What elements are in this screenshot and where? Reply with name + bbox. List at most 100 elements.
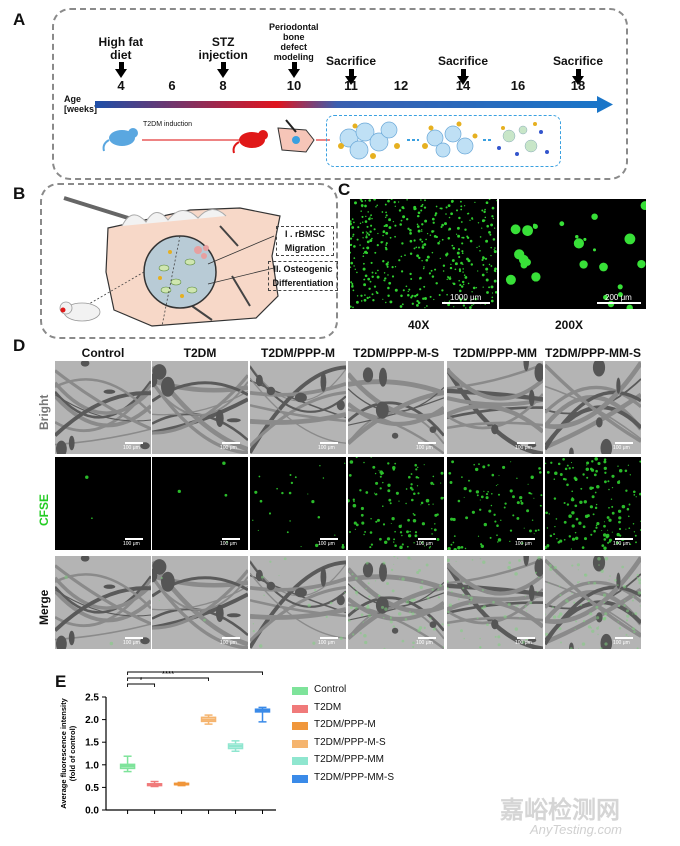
watermark-cn: 嘉峪检测网: [500, 796, 620, 824]
induction-illustration: [102, 119, 330, 154]
scale-bar: [615, 637, 633, 639]
histology-image: 100 μm: [152, 361, 248, 454]
scale-text: 100 μm: [613, 541, 630, 547]
legend-swatch: [292, 739, 308, 748]
significance-bracket: [127, 683, 156, 687]
y-tick-label: 2.5: [85, 693, 99, 704]
timeline-event-label: High fat diet: [98, 35, 144, 62]
white-rat-icon: [59, 301, 101, 322]
row-label: Merge: [37, 589, 51, 625]
histology-image: 100 μm: [55, 457, 151, 550]
histology-image: 100 μm: [152, 457, 248, 550]
step1-box: I . rBMSC Migration: [276, 226, 334, 256]
histology-image: 100 μm: [250, 556, 346, 649]
scale-text-200x: 200 μm: [605, 293, 632, 302]
scale-bar: [517, 442, 535, 444]
scale-text: 100 μm: [318, 445, 335, 451]
scale-bar: [320, 637, 338, 639]
microsphere-inset: [326, 115, 561, 167]
down-arrow-head-icon: [572, 76, 584, 85]
scale-text: 100 μm: [515, 445, 532, 451]
panel-label-e: E: [55, 672, 67, 691]
weeks-text: [weeks]: [64, 104, 98, 114]
red-mouse-icon: [232, 130, 268, 154]
histology-image: 100 μm: [55, 556, 151, 649]
blue-mouse-icon: [102, 128, 138, 152]
timeline-week-18: 18: [570, 78, 586, 93]
scale-text: 100 μm: [318, 640, 335, 646]
step2b-label: Differentiation: [272, 278, 334, 288]
down-arrow-head-icon: [457, 76, 469, 85]
scale-bar: [517, 637, 535, 639]
fluorescence-image-40x: 1000 μm: [350, 199, 497, 309]
down-arrow-icon: [118, 62, 124, 69]
y-axis-label: (fold of control): [68, 725, 77, 781]
timeline-week-8: 8: [219, 78, 227, 93]
down-arrow-icon: [348, 69, 354, 76]
scale-text: 100 μm: [318, 541, 335, 547]
y-tick-label: 2.0: [85, 715, 99, 726]
row-label: CFSE: [37, 493, 51, 526]
age-label: Age [weeks]: [64, 94, 97, 114]
down-arrow-head-icon: [115, 69, 127, 78]
step2-label: II. Osteogenic: [273, 264, 333, 274]
microsphere-release-icon: [338, 121, 549, 160]
y-tick-label: 0.5: [85, 783, 99, 794]
panel-label-b: B: [13, 184, 26, 203]
significance-label: ****: [162, 670, 174, 679]
timeline-week-14: 14: [455, 78, 471, 93]
histology-image: 100 μm: [447, 457, 543, 550]
scale-bar: [615, 442, 633, 444]
histology-image: 100 μm: [348, 361, 444, 454]
scale-bar: [517, 538, 535, 540]
y-axis-label: Average fluorescence intensity: [59, 697, 68, 808]
scale-bar: [222, 637, 240, 639]
timeline-event-label: Sacrifice: [553, 54, 604, 68]
legend-label: T2DM/PPP-M-S: [314, 736, 386, 748]
histology-image: 100 μm: [447, 361, 543, 454]
down-arrow-icon: [460, 69, 466, 76]
step1b-label: Migration: [284, 243, 326, 253]
scale-bar: [597, 302, 641, 304]
legend-label: T2DM: [314, 701, 342, 713]
column-title: T2DM: [183, 346, 217, 360]
timeline-week-16: 16: [510, 78, 526, 93]
timeline-event-label: Sacrifice: [438, 54, 489, 68]
timeline-week-11: 11: [344, 78, 358, 93]
down-arrow-head-icon: [217, 69, 229, 78]
scale-text: 100 μm: [416, 541, 433, 547]
histology-image: 100 μm: [55, 361, 151, 454]
legend-swatch: [292, 774, 308, 783]
panel-label-a: A: [13, 10, 26, 29]
y-tick-label: 0.0: [85, 806, 99, 817]
bone-defect-illustration: [59, 196, 281, 327]
column-title: T2DM/PPP-MM: [453, 346, 537, 360]
column-title: T2DM/PPP-MM-S: [545, 346, 641, 360]
timeline-week-10: 10: [286, 78, 302, 93]
legend-label: T2DM/PPP-MM: [314, 754, 384, 765]
watermark-en: AnyTesting.com: [530, 822, 623, 837]
timeline-week-12: 12: [393, 78, 409, 93]
down-arrow-head-icon: [288, 69, 300, 78]
significance-label: *: [140, 676, 143, 685]
legend-swatch: [292, 722, 308, 730]
significance-bracket: [127, 671, 263, 675]
timeline-arrow: [95, 96, 613, 113]
histology-image: 100 μm: [250, 457, 346, 550]
down-arrow-icon: [220, 62, 226, 69]
legend-label: T2DM/PPP-MM-S: [314, 771, 394, 783]
age-text: Age: [64, 94, 82, 104]
panel-label-c: C: [338, 180, 351, 199]
scale-bar: [125, 442, 143, 444]
histology-image: 100 μm: [348, 457, 444, 550]
legend-swatch: [292, 757, 308, 765]
scale-text: 100 μm: [220, 541, 237, 547]
histology-image: 100 μm: [348, 556, 444, 649]
histology-image: 100 μm: [545, 361, 641, 454]
panel-label-d: D: [13, 336, 26, 355]
scale-bar: [125, 538, 143, 540]
fluorescence-image-200x: 200 μm: [499, 199, 646, 309]
histology-image: 100 μm: [545, 556, 641, 649]
down-arrow-icon: [575, 69, 581, 76]
timeline-event-label: Sacrifice: [326, 54, 377, 68]
